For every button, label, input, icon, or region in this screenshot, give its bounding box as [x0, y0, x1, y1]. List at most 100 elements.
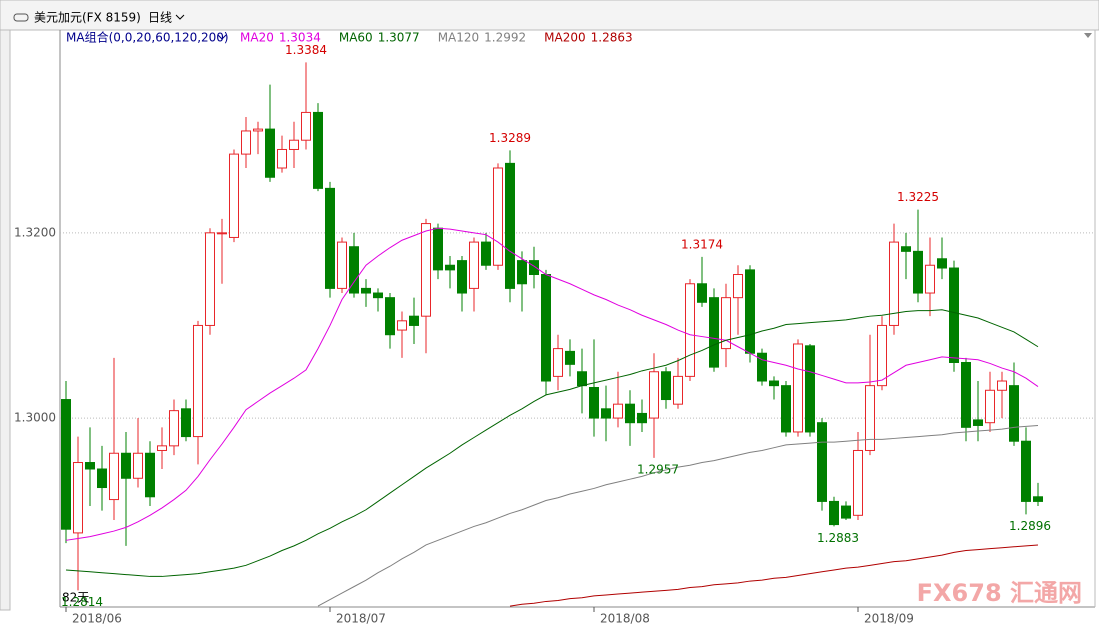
candle-body: [673, 375, 683, 405]
ma-line: [65, 227, 1039, 541]
candle-body: [409, 315, 419, 326]
candle-body: [649, 371, 659, 419]
candle-body: [697, 283, 707, 303]
side-panel: [0, 29, 11, 611]
x-tick-label: 2018/08: [600, 612, 650, 626]
ma-line: [65, 309, 1039, 577]
candle-body: [877, 324, 887, 387]
candle-body: [1021, 440, 1031, 502]
candle-body: [337, 241, 347, 289]
legend-name: MA200: [544, 31, 585, 45]
menu-icon[interactable]: [1084, 33, 1092, 38]
extreme-label: 1.3225: [897, 190, 939, 204]
candle-body: [769, 380, 779, 387]
candle-body: [589, 386, 599, 419]
candle-body: [181, 408, 191, 438]
candle-body: [361, 287, 371, 294]
candle-body: [613, 403, 623, 419]
legend-value: 1.2992: [484, 31, 526, 45]
candle-body: [865, 385, 875, 451]
x-tick-label: 2018/07: [336, 612, 386, 626]
instrument-title[interactable]: 美元加元(FX 8159): [34, 11, 141, 25]
candle-body: [601, 408, 611, 419]
candle-body: [229, 153, 239, 238]
period-selector[interactable]: 日线: [148, 11, 172, 25]
candle-body: [937, 258, 947, 269]
extreme-label: 1.2957: [637, 462, 679, 476]
candle-body: [553, 348, 563, 377]
candle-body: [121, 452, 131, 479]
x-tick-label: 2018/09: [864, 612, 914, 626]
candle-body: [301, 111, 311, 141]
candle-body: [685, 283, 695, 377]
candle-body: [901, 246, 911, 252]
candle-body: [721, 297, 731, 350]
y-tick-label: 1.3200: [14, 225, 56, 239]
candle-body: [61, 399, 71, 530]
extreme-label: 1.3174: [681, 237, 723, 251]
extreme-label: 1.2883: [817, 531, 859, 545]
candle-body: [349, 246, 359, 294]
candle-body: [1009, 385, 1019, 442]
candle-body: [541, 274, 551, 382]
toolbar: [0, 0, 1099, 31]
candle-body: [481, 241, 491, 266]
candle-body: [1033, 496, 1043, 502]
candle-body: [913, 250, 923, 294]
extreme-label: 1.2896: [1009, 519, 1051, 533]
candle-body: [997, 380, 1007, 391]
link-icon[interactable]: [13, 13, 29, 22]
candle-body: [157, 445, 167, 451]
legend-value: 1.3077: [378, 31, 420, 45]
extreme-label: 1.3289: [489, 131, 531, 145]
candle-body: [97, 468, 107, 489]
watermark: FX678 汇通网: [917, 579, 1082, 607]
candle-body: [493, 167, 503, 266]
candle-body: [733, 274, 743, 299]
candle-body: [133, 452, 143, 479]
candle-body: [709, 297, 719, 368]
legend-value: 1.2863: [591, 31, 633, 45]
candle-body: [421, 223, 431, 317]
candle-body: [517, 260, 527, 285]
candle-body: [889, 241, 899, 326]
candle-body: [85, 462, 95, 470]
candle-body: [265, 128, 275, 178]
candle-body: [217, 232, 227, 235]
candle-body: [985, 389, 995, 424]
candle-body: [781, 385, 791, 433]
legend-value: 1.3034: [279, 31, 321, 45]
candle-body: [925, 264, 935, 294]
candle-body: [109, 452, 119, 501]
extreme-label: 1.3384: [285, 43, 327, 57]
extreme-label: 1.2814: [61, 595, 103, 609]
candle-body: [961, 361, 971, 428]
y-tick-label: 1.3000: [14, 411, 56, 425]
candle-body: [661, 371, 671, 401]
candle-body: [577, 371, 587, 387]
candle-body: [793, 343, 803, 433]
candle-body: [469, 241, 479, 289]
candle-body: [325, 187, 335, 289]
candle-body: [817, 422, 827, 502]
candle-body: [145, 452, 155, 498]
candle-body: [853, 449, 863, 516]
candle-body: [445, 264, 455, 271]
candle-body: [205, 232, 215, 326]
candle-body: [385, 297, 395, 336]
legend-name: MA60: [339, 31, 373, 45]
candle-body: [253, 128, 263, 132]
candle-body: [949, 267, 959, 363]
candle-body: [505, 162, 515, 289]
period-arrow[interactable]: [175, 14, 185, 20]
candle-body: [277, 148, 287, 169]
candle-body: [565, 350, 575, 365]
candle-body: [289, 139, 299, 150]
candle-body: [637, 412, 647, 424]
candle-body: [73, 462, 83, 534]
legend-arrow[interactable]: [217, 34, 227, 40]
legend-title[interactable]: MA组合(0,0,20,60,120,200): [66, 30, 229, 45]
x-tick-label: 2018/06: [72, 612, 122, 626]
candle-body: [241, 130, 251, 155]
